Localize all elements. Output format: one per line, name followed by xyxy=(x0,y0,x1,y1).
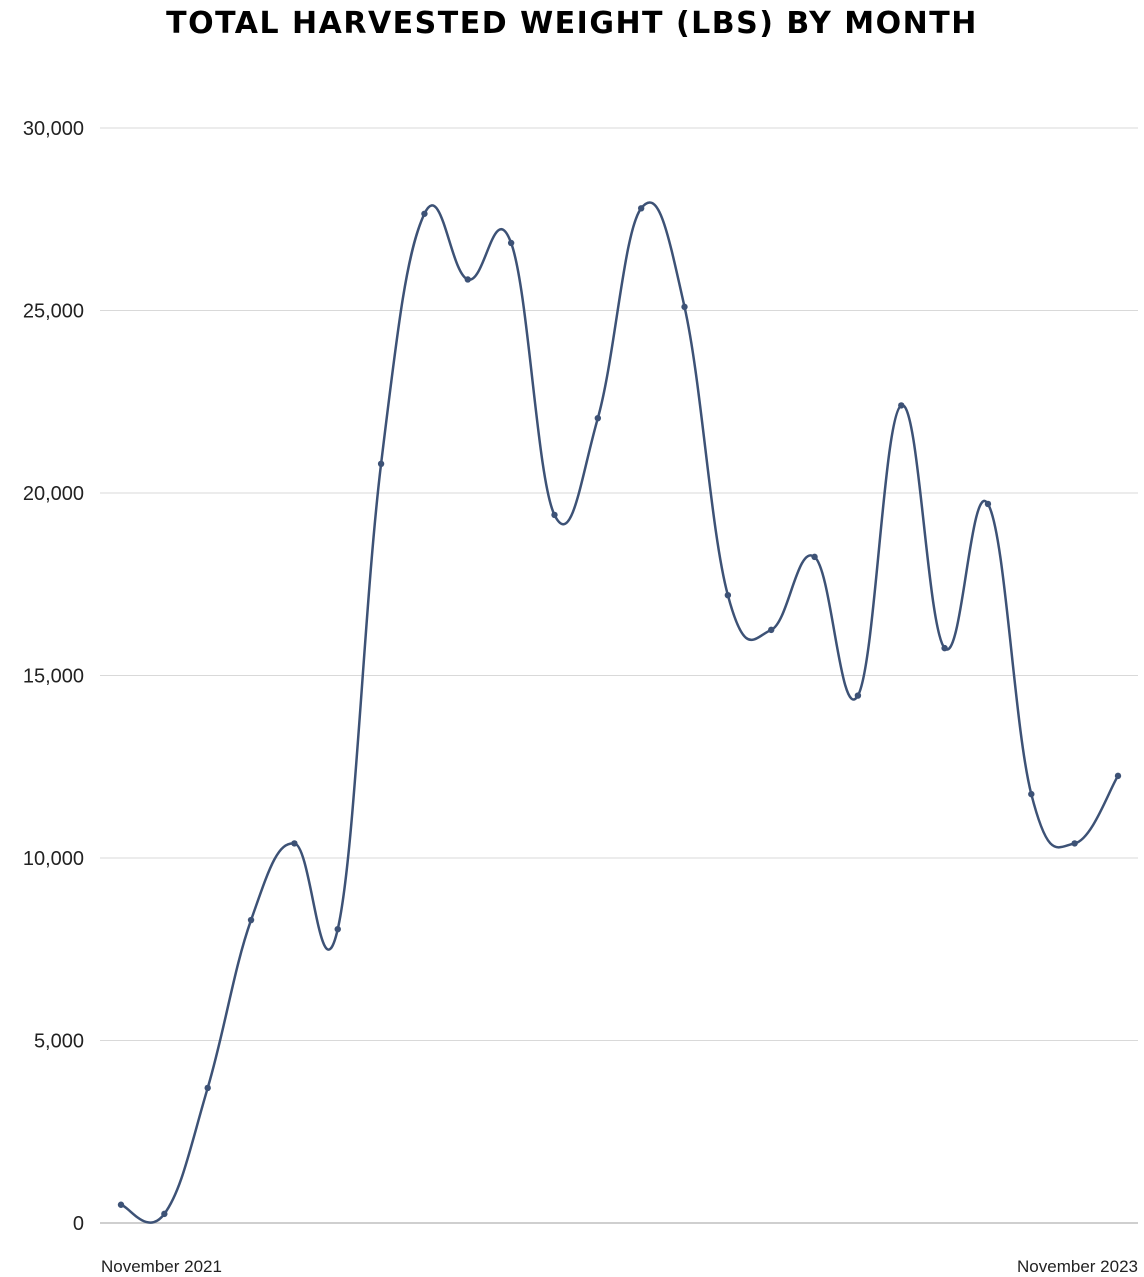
series-line xyxy=(120,201,1120,1224)
data-point xyxy=(1071,840,1078,847)
data-point xyxy=(551,511,558,519)
data-point xyxy=(681,303,688,311)
data-point xyxy=(377,460,385,467)
data-point xyxy=(334,925,341,933)
data-point xyxy=(507,239,515,247)
y-tick-label: 5,000 xyxy=(34,1031,84,1053)
data-point xyxy=(204,1084,211,1092)
chart-title: TOTAL HARVESTED WEIGHT (LBS) BY MONTH xyxy=(166,6,978,41)
data-point xyxy=(421,210,428,217)
data-point xyxy=(464,276,471,283)
y-tick-label: 30,000 xyxy=(23,118,84,140)
y-tick-label: 20,000 xyxy=(23,483,84,505)
data-point xyxy=(291,840,298,847)
data-point xyxy=(724,592,732,599)
data-point xyxy=(637,205,645,212)
data-point xyxy=(941,644,948,652)
data-point xyxy=(984,500,992,508)
data-point xyxy=(811,553,818,561)
data-point xyxy=(768,626,775,634)
x-end-label: November 2023 xyxy=(1017,1257,1138,1276)
data-point xyxy=(898,402,905,409)
data-point xyxy=(117,1201,125,1208)
data-point xyxy=(1028,790,1035,798)
data-point xyxy=(1114,772,1122,780)
data-point xyxy=(594,414,602,422)
data-point xyxy=(247,916,255,924)
data-point xyxy=(161,1210,168,1218)
y-tick-label: 10,000 xyxy=(23,848,84,870)
y-tick-label: 25,000 xyxy=(23,301,84,323)
y-tick-label: 0 xyxy=(73,1213,84,1235)
data-point xyxy=(854,692,862,699)
x-start-label: November 2021 xyxy=(101,1257,222,1276)
y-tick-label: 15,000 xyxy=(23,666,84,688)
